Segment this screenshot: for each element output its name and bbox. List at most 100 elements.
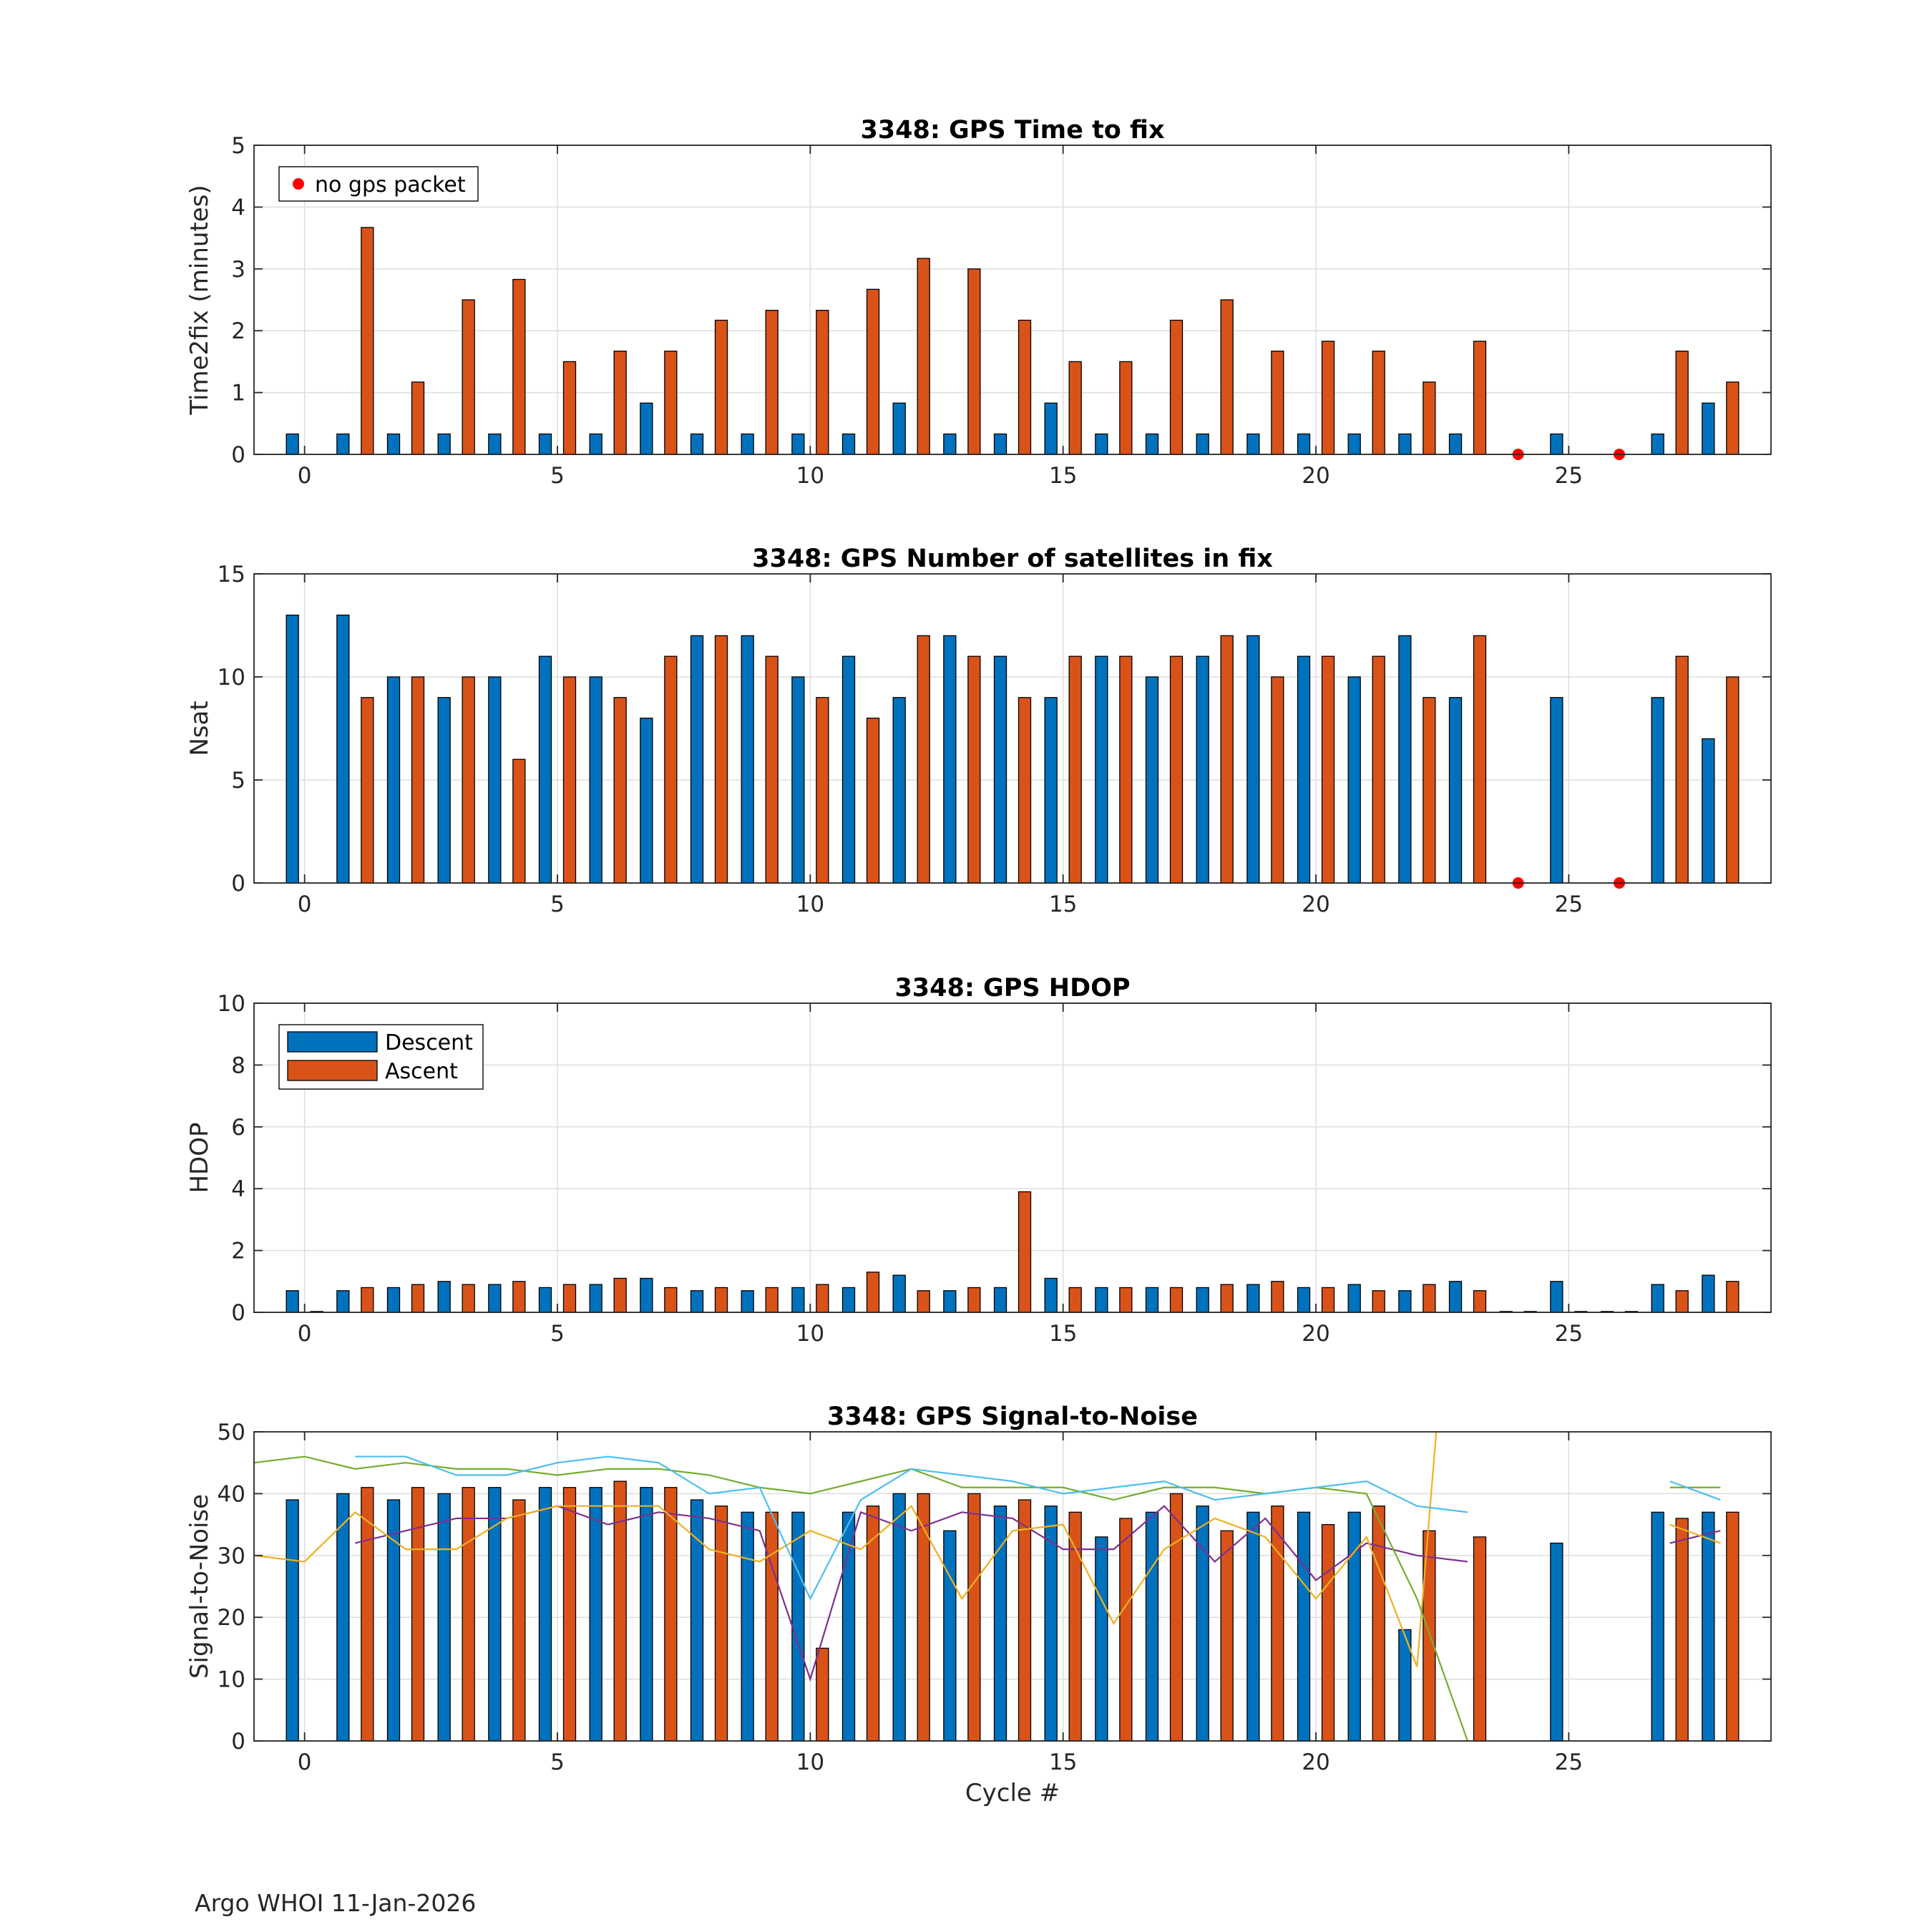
descent-bar — [640, 1487, 653, 1742]
footer-label: Argo WHOI 11-Jan-2026 — [195, 1889, 477, 1917]
ascent-bar — [613, 1277, 627, 1313]
ascent-bar — [1220, 299, 1234, 455]
ascent-bar — [1726, 1511, 1740, 1742]
descent-bar — [1702, 1511, 1715, 1742]
descent-bar — [791, 1511, 805, 1742]
x-tick-label: 20 — [1302, 892, 1330, 917]
x-tick-label: 25 — [1555, 1750, 1583, 1775]
ascent-bar — [1423, 381, 1436, 455]
descent-bar — [1347, 433, 1361, 455]
ascent-bar — [1473, 1536, 1487, 1742]
x-tick-label: 15 — [1049, 1321, 1077, 1347]
y-tick-label: 1 — [231, 381, 245, 406]
descent-bar — [1550, 1281, 1563, 1313]
descent-bar — [1347, 1284, 1361, 1313]
descent-bar — [336, 614, 350, 884]
descent-bar — [1145, 1511, 1159, 1742]
descent-bar — [892, 402, 906, 455]
descent-bar — [993, 433, 1008, 455]
ascent-bar — [613, 351, 627, 455]
y-tick-label: 10 — [218, 1667, 245, 1693]
x-tick-label: 0 — [298, 1750, 312, 1775]
descent-bar — [943, 1530, 957, 1742]
y-tick-label: 0 — [231, 442, 245, 468]
descent-bar — [1448, 433, 1463, 455]
descent-bar — [488, 433, 502, 455]
ascent-bar — [512, 1281, 526, 1313]
descent-bar — [538, 1287, 552, 1313]
ascent-bar — [1372, 1290, 1385, 1313]
y-tick-label: 40 — [218, 1481, 245, 1507]
ascent-bar — [1372, 1506, 1385, 1742]
ascent-bar — [411, 381, 425, 455]
ascent-bar — [967, 1287, 981, 1313]
ascent-bar — [1018, 697, 1032, 884]
descent-bar — [1246, 433, 1260, 455]
ascent-bar — [361, 697, 374, 884]
ascent-bar — [462, 1284, 475, 1313]
descent-bar — [1651, 697, 1664, 884]
y-tick-label: 5 — [231, 768, 245, 794]
ascent-bar — [411, 1284, 425, 1313]
descent-bar — [841, 655, 856, 884]
descent-bar — [538, 655, 552, 884]
ascent-bar — [1169, 319, 1184, 455]
descent-bar — [1246, 1511, 1260, 1742]
descent-bar — [741, 433, 754, 455]
chart-panel-1: 0 5 10 15 20 25 0 5 10 15 3348: GPS Number of sate… — [185, 545, 1772, 917]
descent-bar — [993, 1287, 1008, 1313]
descent-bar — [1297, 433, 1311, 455]
ascent-bar — [1321, 1287, 1335, 1313]
ascent-bar — [1321, 1523, 1335, 1742]
ascent-bar — [816, 1284, 829, 1313]
y-tick-label: 30 — [218, 1543, 245, 1569]
descent-bar — [386, 676, 401, 884]
ascent-bar — [1068, 1287, 1082, 1313]
ascent-bar — [1473, 341, 1487, 455]
ascent-bar — [1321, 655, 1335, 884]
descent-bar — [1246, 1284, 1260, 1313]
chart-title: 3348: GPS Signal-to-Noise — [827, 1402, 1198, 1431]
descent-bar — [1550, 433, 1563, 455]
ascent-bar — [562, 361, 577, 455]
x-tick-label: 15 — [1049, 892, 1077, 917]
descent-bar — [286, 1290, 299, 1313]
descent-bar — [943, 635, 957, 884]
descent-bar — [1651, 433, 1664, 455]
ascent-bar — [816, 697, 829, 884]
descent-bar — [640, 717, 653, 884]
x-tick-label: 5 — [550, 1750, 565, 1775]
ascent-bar — [664, 1287, 678, 1313]
descent-bar — [841, 433, 856, 455]
ascent-bar — [361, 1287, 374, 1313]
ascent-bar — [411, 676, 425, 884]
descent-bar — [538, 1487, 552, 1742]
x-tick-label: 25 — [1555, 892, 1583, 917]
y-tick-label: 4 — [231, 1176, 245, 1202]
descent-bar — [1095, 433, 1108, 455]
ascent-bar — [1726, 1281, 1740, 1313]
ascent-bar — [917, 1290, 930, 1313]
y-tick-label: 6 — [231, 1115, 245, 1141]
ascent-bar — [1372, 655, 1385, 884]
chart-panel-2: 0 5 10 15 20 25 0 2 4 6 8 10 3348: GPS HDOP HDOP Desce… — [185, 974, 1772, 1347]
ascent-bar — [1423, 1284, 1436, 1313]
descent-bar — [1196, 655, 1209, 884]
descent-bar — [791, 433, 805, 455]
descent-bar — [1702, 738, 1715, 884]
ascent-bar — [1423, 697, 1436, 884]
descent-bar — [892, 1493, 906, 1742]
ascent-bar — [361, 227, 374, 455]
descent-bar — [286, 433, 299, 455]
ascent-bar — [1675, 351, 1689, 455]
y-tick-label: 50 — [218, 1420, 245, 1445]
ascent-bar — [1169, 1493, 1184, 1742]
chart-panel-0: 0 5 10 15 20 25 0 1 2 3 4 5 3348: GPS Time to fix Tim… — [185, 116, 1772, 489]
descent-bar — [336, 1493, 350, 1742]
descent-bar — [1448, 1281, 1463, 1313]
y-tick-label: 0 — [231, 1300, 245, 1326]
descent-bar — [437, 697, 451, 884]
descent-bar — [1651, 1511, 1664, 1742]
descent-bar — [640, 402, 653, 455]
ascent-bar — [1675, 1290, 1689, 1313]
